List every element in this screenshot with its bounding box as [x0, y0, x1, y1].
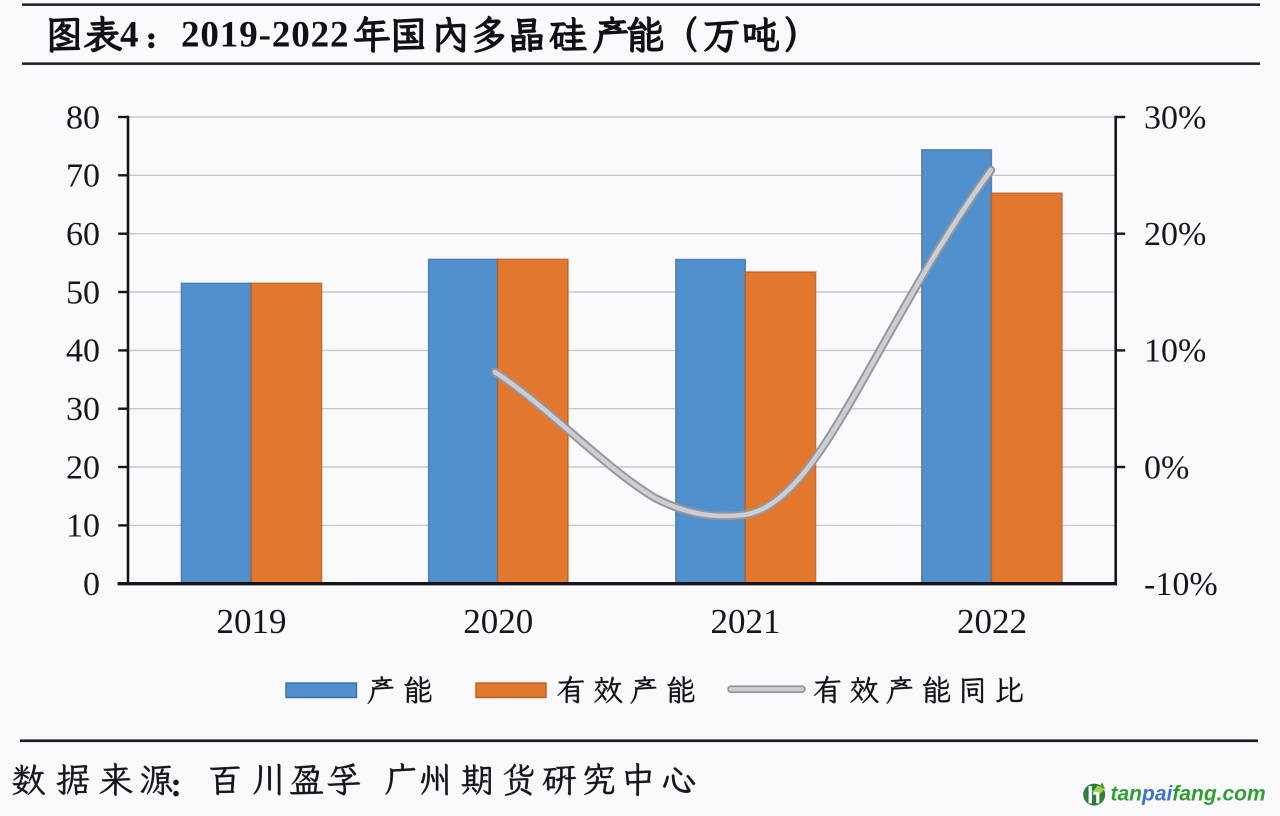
svg-text:2021: 2021: [711, 602, 781, 641]
svg-text:80: 80: [66, 99, 100, 136]
svg-text:2019: 2019: [217, 602, 287, 641]
svg-text:60: 60: [66, 216, 100, 253]
svg-text:20: 20: [66, 449, 100, 486]
svg-text:20%: 20%: [1144, 216, 1206, 253]
svg-text:0%: 0%: [1144, 449, 1189, 486]
svg-text:2020: 2020: [463, 602, 533, 641]
svg-text:10: 10: [66, 508, 100, 545]
svg-text:0: 0: [83, 566, 100, 603]
svg-text:-10%: -10%: [1144, 566, 1218, 603]
svg-text:2022: 2022: [957, 602, 1027, 641]
svg-text:70: 70: [66, 158, 100, 195]
svg-text:30%: 30%: [1144, 99, 1206, 136]
svg-text:30: 30: [66, 391, 100, 428]
svg-text:40: 40: [66, 333, 100, 370]
svg-text:10%: 10%: [1144, 333, 1206, 370]
svg-text:tanpaifang.com: tanpaifang.com: [1111, 783, 1266, 806]
svg-text:2019-2022: 2019-2022: [181, 15, 349, 56]
svg-text:4: 4: [120, 15, 139, 56]
svg-text:50: 50: [66, 274, 100, 311]
